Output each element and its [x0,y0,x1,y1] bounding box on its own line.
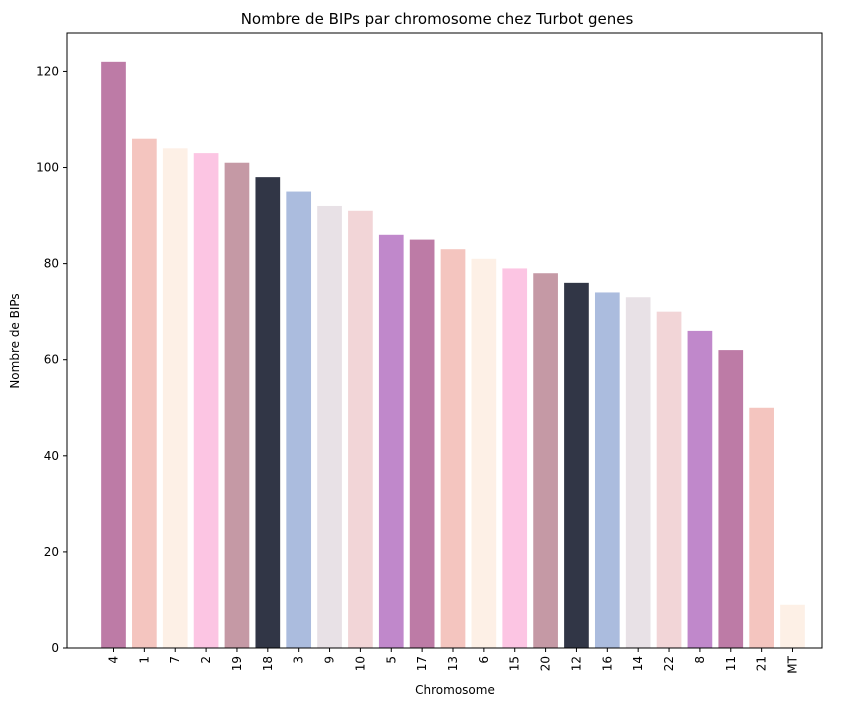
chart-title: Nombre de BIPs par chromosome chez Turbo… [241,10,634,28]
bar-chr-14 [625,297,651,648]
x-tick-label: 11 [724,656,738,671]
bar-chr-16 [594,292,620,648]
x-tick-label: 17 [415,656,429,671]
bar-chr-1 [132,138,157,648]
bar-chr-18 [255,177,281,648]
y-tick-label: 20 [44,545,59,559]
bar-chr-20 [533,273,558,648]
plot-area-frame [66,32,823,649]
x-axis: 4 1 7 2 19 18 3 9 10 5 17 13 6 15 20 12 16 14 22 8 11 21 MT [107,648,800,674]
x-tick-label: 2 [199,656,213,664]
x-tick-label: 1 [137,656,151,664]
y-axis-label: Nombre de BIPs [8,293,22,388]
bar-chr-21 [749,407,774,648]
y-tick-label: 120 [36,64,59,78]
x-tick-label: 5 [384,656,398,664]
x-tick-label: 15 [508,656,522,671]
bar-chr-MT [780,604,805,648]
y-tick-label: 0 [51,641,59,655]
y-tick-label: 100 [36,161,59,175]
bar-chr-6 [471,258,497,648]
x-tick-label: 12 [569,656,583,671]
bar-chr-19 [224,162,250,648]
bar-chr-10 [348,210,373,648]
bar-chr-4 [101,61,126,648]
bar-chr-11 [718,350,744,648]
bar-chr-15 [502,268,528,648]
bar-chr-8 [687,330,713,648]
x-tick-label: 14 [631,656,645,671]
bar-chr-12 [564,282,589,648]
x-tick-label: 8 [693,656,707,664]
x-tick-label: 22 [662,656,676,671]
bar-chr-13 [440,249,466,648]
x-tick-label: 20 [539,656,553,671]
y-axis: 0 20 40 60 80 100 120 [36,64,67,655]
x-tick-label: 10 [353,656,367,671]
bar-chr-22 [656,311,682,648]
y-tick-label: 60 [44,353,59,367]
x-tick-label: 13 [446,656,460,671]
x-tick-label: 7 [168,656,182,664]
x-tick-label: MT [786,655,800,673]
bar-chr-7 [162,148,188,648]
x-tick-label: 19 [230,656,244,671]
x-tick-label: 21 [755,656,769,671]
x-axis-label: Chromosome [415,683,495,697]
x-tick-label: 4 [107,656,121,664]
bars-group [101,61,805,648]
x-tick-label: 3 [292,656,306,664]
x-tick-label: 18 [261,656,275,671]
bar-chr-9 [317,205,342,648]
bar-chr-5 [378,234,404,648]
bar-chr-17 [409,239,435,648]
y-tick-label: 40 [44,449,59,463]
y-tick-label: 80 [44,257,59,271]
x-tick-label: 9 [323,656,337,664]
bar-chr-3 [286,191,312,648]
x-tick-label: 16 [600,656,614,671]
bar-chr-2 [193,153,219,648]
x-tick-label: 6 [477,656,491,664]
